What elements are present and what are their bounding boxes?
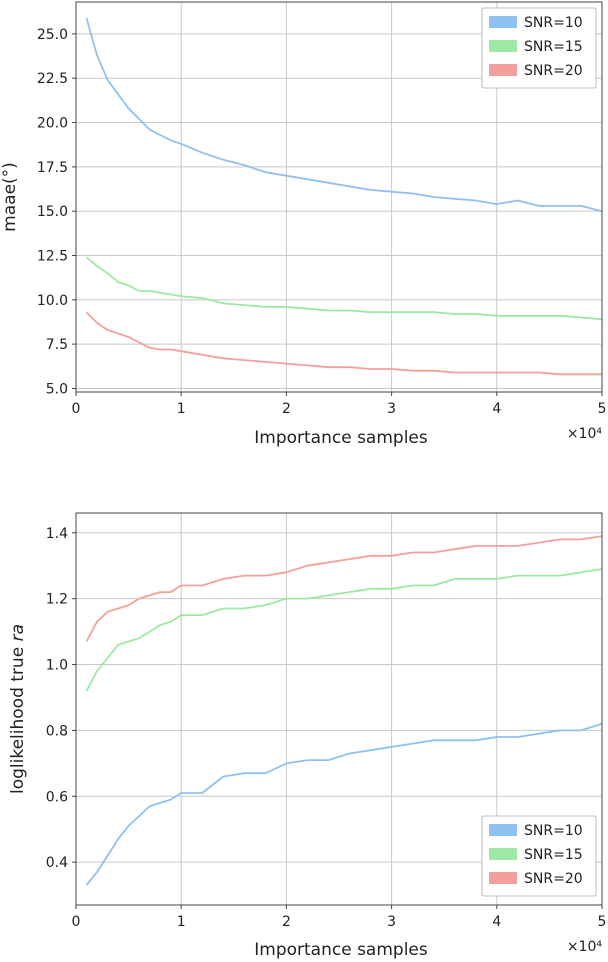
y-axis-label: loglikelihood true ra — [8, 624, 28, 794]
loglikelihood-chart: 0 1 2 3 4 5 0.4 0.6 0.8 1.0 1.2 1.4 Importance sampl… — [8, 512, 607, 960]
legend-swatch — [489, 848, 517, 860]
legend-label: SNR=10 — [524, 823, 583, 839]
x-axis-label: Importance samples — [254, 940, 428, 960]
legend-label: SNR=20 — [524, 63, 583, 79]
y-tick-label: 15.0 — [37, 204, 68, 220]
series-line-snr-15 — [85, 256, 603, 321]
x-tick-label: 5 — [598, 401, 607, 417]
series-line-snr-15 — [85, 568, 603, 692]
legend-label: SNR=20 — [524, 871, 583, 887]
series-line-snr-10 — [85, 722, 603, 886]
legend-label: SNR=15 — [524, 39, 583, 55]
legend-swatch — [489, 824, 517, 836]
x-tick-label: 1 — [177, 914, 186, 930]
x-tick-label: 3 — [387, 401, 396, 417]
x-multiplier-label: ×10⁴ — [567, 939, 603, 955]
x-tick-label: 5 — [598, 914, 607, 930]
x-axis-label: Importance samples — [254, 428, 428, 448]
x-tick-label: 4 — [492, 914, 501, 930]
legend: SNR=10 SNR=15 SNR=20 — [481, 815, 597, 897]
plot-frame — [75, 1, 603, 393]
y-axis-label-text: loglikelihood true — [8, 641, 28, 794]
legend-swatch — [489, 872, 517, 884]
y-tick-label: 0.8 — [46, 723, 68, 739]
x-tick-label: 3 — [387, 914, 396, 930]
x-tick-label: 1 — [177, 401, 186, 417]
y-tick-label: 17.5 — [37, 160, 68, 176]
plot-frame — [75, 512, 603, 906]
x-tick-label: 2 — [282, 914, 291, 930]
legend-label: SNR=15 — [524, 847, 583, 863]
series-line-snr-20 — [85, 311, 602, 376]
y-axis-label-italic: ra — [8, 624, 28, 641]
legend-swatch — [489, 64, 517, 76]
y-tick-label: 1.4 — [46, 526, 68, 542]
y-tick-label: 1.0 — [46, 658, 68, 674]
x-multiplier-label: ×10⁴ — [567, 426, 603, 442]
y-tick-label: 0.4 — [46, 855, 68, 871]
y-tick-label: 0.6 — [46, 789, 68, 805]
y-tick-label: 12.5 — [37, 249, 68, 265]
y-tick-label: 5.0 — [46, 381, 68, 397]
series-line-snr-20 — [85, 535, 603, 642]
x-tick-label: 0 — [72, 401, 81, 417]
y-tick-label: 20.0 — [37, 116, 68, 132]
maae-chart: 0 1 2 3 4 5 5.0 7.5 10.0 12.5 15.0 17.5 20.0 22.5 25.0… — [0, 1, 607, 448]
x-tick-label: 4 — [492, 401, 501, 417]
y-tick-label: 10.0 — [37, 293, 68, 309]
y-tick-label: 7.5 — [46, 337, 68, 353]
legend-swatch — [489, 40, 517, 52]
y-axis-label: maae(°) — [0, 162, 20, 232]
legend: SNR=10 SNR=15 SNR=20 — [481, 7, 597, 89]
legend-label: SNR=10 — [524, 15, 583, 31]
y-tick-label: 22.5 — [37, 71, 68, 87]
x-tick-label: 2 — [282, 401, 291, 417]
y-tick-label: 1.2 — [46, 592, 68, 608]
y-tick-label: 25.0 — [37, 27, 68, 43]
series-line-snr-10 — [85, 17, 603, 213]
legend-swatch — [489, 16, 517, 28]
x-tick-label: 0 — [72, 914, 81, 930]
